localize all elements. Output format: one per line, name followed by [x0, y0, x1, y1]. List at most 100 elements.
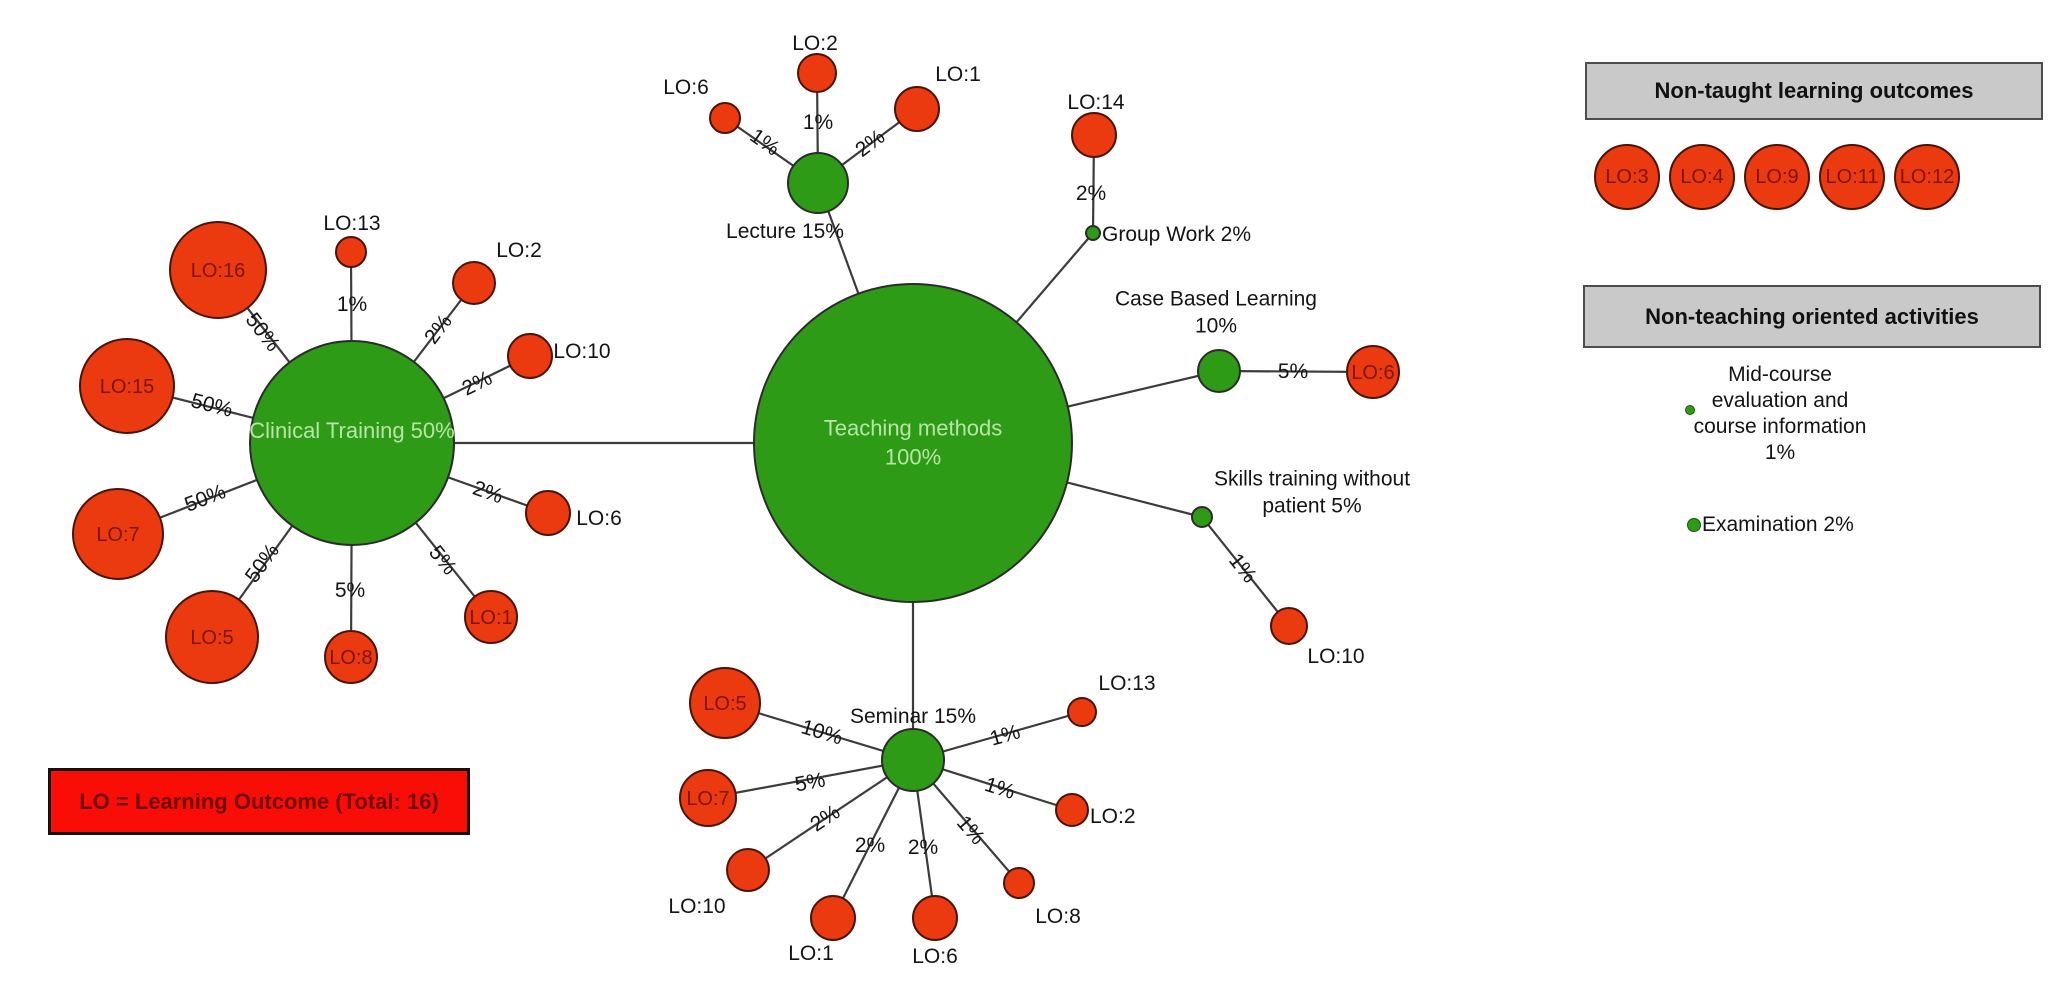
- node-label-c7: LO:7: [96, 524, 139, 546]
- node-label-lecture: Lecture 15%: [726, 220, 844, 243]
- node-label-l1: LO:1: [935, 63, 981, 86]
- legend-outcome-label: LO:9: [1755, 165, 1799, 188]
- node-cb6: [1346, 345, 1400, 399]
- node-l2: [797, 53, 837, 93]
- node-label-c8: LO:8: [329, 647, 372, 669]
- non-teaching-activities-title: Non-teaching oriented activities: [1645, 303, 1979, 329]
- node-c7: [72, 488, 164, 580]
- node-skills: [1191, 506, 1213, 528]
- node-label-c16: LO:16: [191, 260, 245, 282]
- node-label-se1: LO:1: [788, 942, 834, 965]
- edge-label-groupwork-g14: 2%: [1076, 182, 1106, 205]
- node-label-c5: LO:5: [190, 627, 233, 649]
- node-c13: [335, 236, 367, 268]
- edge-label-seminar-se6: 2%: [908, 836, 938, 859]
- edge-seminar-se10: [747, 759, 914, 871]
- node-c1: [464, 590, 518, 644]
- node-label-se10: LO:10: [668, 895, 725, 918]
- edge-label-seminar-se1: 2%: [855, 834, 885, 857]
- edge-label-clinical-c8: 5%: [335, 579, 365, 602]
- edge-label-clinical-c13: 1%: [337, 293, 367, 316]
- legend-outcome-lo-12: LO:12: [1894, 144, 1960, 210]
- legend-outcome-label: LO:3: [1605, 165, 1649, 188]
- mid-course-evaluation-line: Mid-course: [1728, 363, 1832, 386]
- edge-label-seminar-se13: 1%: [987, 720, 1022, 750]
- node-seminar: [881, 728, 945, 792]
- node-label-skills: patient 5%: [1262, 495, 1361, 518]
- node-label-clinical: Clinical Training 50%: [249, 418, 454, 443]
- node-label-cbl: Case Based Learning: [1115, 288, 1317, 311]
- node-label-se7: LO:7: [686, 788, 729, 810]
- node-label-groupwork: Group Work 2%: [1102, 223, 1251, 246]
- legend-outcome-lo-9: LO:9: [1744, 144, 1810, 210]
- non-taught-outcomes-list: LO:3 LO:4 LO:9 LO:11 LO:12: [1594, 144, 1960, 210]
- node-label-seminar: Seminar 15%: [850, 705, 976, 728]
- node-se13: [1067, 697, 1097, 727]
- node-label-c1: LO:1: [469, 607, 512, 629]
- node-se2: [1055, 793, 1089, 827]
- edge-label-seminar-se10: 2%: [806, 800, 844, 836]
- node-label-c15: LO:15: [100, 376, 154, 398]
- edge-label-seminar-se7: 5%: [793, 768, 827, 796]
- edge-label-clinical-c10: 2%: [459, 366, 496, 400]
- node-label-cbl: 10%: [1195, 315, 1237, 338]
- legend-outcome-lo-3: LO:3: [1594, 144, 1660, 210]
- node-c8: [324, 630, 378, 684]
- examination-item: Examination 2%: [1687, 513, 1854, 537]
- edge-label-seminar-se5: 10%: [798, 715, 845, 749]
- edge-label-lecture-l2: 1%: [803, 111, 833, 134]
- legend-outcome-label: LO:12: [1899, 165, 1955, 188]
- mid-course-evaluation-line: course information: [1693, 415, 1867, 438]
- edge-label-clinical-c2: 2%: [420, 310, 457, 348]
- node-l1: [894, 86, 940, 132]
- node-c5: [165, 590, 259, 684]
- node-label-c10: LO:10: [553, 340, 610, 363]
- node-label-se2: LO:2: [1090, 805, 1136, 828]
- edge-label-skills-s10: 1%: [1224, 549, 1261, 587]
- node-label-l6: LO:6: [663, 76, 709, 99]
- legend-outcome-lo-11: LO:11: [1819, 144, 1885, 210]
- node-se6: [912, 895, 958, 941]
- node-label-teaching: Teaching methods: [824, 416, 1003, 441]
- node-label-cb6: LO:6: [1351, 362, 1394, 384]
- node-label-s10: LO:10: [1307, 645, 1364, 668]
- lo-abbreviation-note: LO = Learning Outcome (Total: 16): [48, 768, 470, 835]
- node-label-c6: LO:6: [576, 507, 622, 530]
- edge-label-clinical-c15: 50%: [189, 389, 235, 422]
- edge-label-cbl-cb6: 5%: [1278, 360, 1309, 383]
- node-c6: [525, 490, 571, 536]
- node-se1: [810, 895, 856, 941]
- edge-skills-s10: [1201, 516, 1290, 627]
- edge-label-seminar-se2: 1%: [982, 773, 1018, 804]
- mid-course-evaluation-label: Mid-course evaluation and course informati…: [1640, 362, 1920, 466]
- legend-outcome-lo-4: LO:4: [1669, 144, 1735, 210]
- edge-label-clinical-c6: 2%: [470, 477, 506, 509]
- legend-outcome-label: LO:11: [1825, 165, 1879, 188]
- non-taught-outcomes-header: Non-taught learning outcomes: [1585, 62, 2043, 120]
- node-lecture: [787, 152, 849, 214]
- non-teaching-activities-header: Non-teaching oriented activities: [1583, 285, 2041, 348]
- node-se8: [1003, 867, 1035, 899]
- examination-dot-icon: [1687, 518, 1701, 532]
- non-taught-outcomes-title: Non-taught learning outcomes: [1654, 78, 1974, 103]
- mid-course-evaluation-line: 1%: [1764, 441, 1796, 464]
- node-label-se6: LO:6: [912, 945, 958, 968]
- node-label-se8: LO:8: [1035, 905, 1081, 928]
- node-label-c13: LO:13: [323, 212, 380, 235]
- node-groupwork: [1085, 225, 1101, 241]
- node-teaching: [753, 283, 1073, 603]
- node-l6: [709, 102, 741, 134]
- node-label-l2: LO:2: [792, 32, 838, 55]
- node-se7: [679, 769, 737, 827]
- node-se10: [726, 848, 770, 892]
- mid-course-evaluation-line: evaluation and: [1711, 389, 1849, 412]
- node-label-teaching: 100%: [885, 445, 941, 470]
- lo-abbreviation-note-text: LO = Learning Outcome (Total: 16): [79, 788, 439, 814]
- node-label-se5: LO:5: [703, 693, 746, 715]
- mid-course-dot-icon: [1685, 405, 1695, 415]
- legend-outcome-label: LO:4: [1680, 165, 1724, 188]
- node-label-skills: Skills training without: [1214, 468, 1410, 491]
- node-label-c2: LO:2: [496, 239, 542, 262]
